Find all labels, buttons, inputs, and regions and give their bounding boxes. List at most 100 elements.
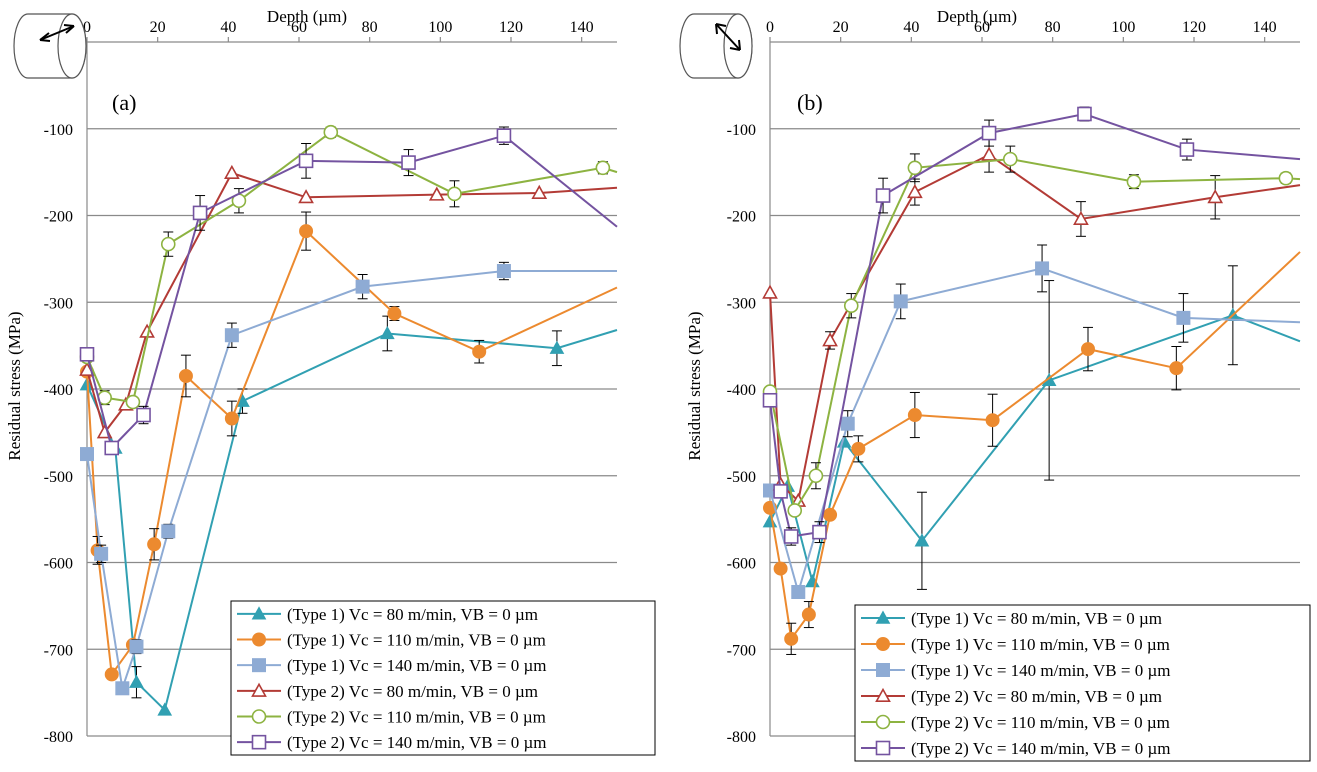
a-legend-label-2: (Type 1) Vc = 110 m/min, VB = 0 µm	[287, 631, 546, 650]
a-legend-box	[230, 600, 656, 756]
a-series-1-line	[86, 329, 618, 712]
b-y-tick-label: -500	[727, 469, 756, 486]
b-series-5-point	[843, 298, 859, 314]
a-legend-label-6: (Type 2) Vc = 140 m/min, VB = 0 µm	[287, 733, 546, 752]
b-series-4-point	[981, 146, 997, 161]
b-legend-label-2: (Type 1) Vc = 110 m/min, VB = 0 µm	[911, 635, 1170, 654]
b-series-5-line	[769, 158, 1301, 514]
a-series-3-point	[129, 639, 144, 654]
a-y-axis-title: Residual stress (MPa)	[5, 311, 24, 460]
a-series-2-point	[299, 224, 314, 239]
b-series-5-point	[1002, 151, 1018, 167]
b-series-4-point	[1073, 210, 1089, 225]
a-legend-marker-3	[252, 658, 266, 673]
a-series-3-point	[496, 264, 511, 279]
a-y-tick-label: -200	[44, 209, 73, 226]
b-series-4-point	[907, 183, 923, 199]
a-series-2-point	[178, 368, 193, 383]
b-series-6-point	[783, 529, 799, 544]
b-legend: (Type 1) Vc = 80 m/min, VB = 0 µm (Type 1…	[854, 604, 1311, 762]
a-y-tick-label: -600	[44, 556, 73, 573]
b-series-5-point	[907, 160, 923, 176]
a-series-4-point	[298, 189, 314, 204]
b-series-5	[762, 145, 1301, 518]
a-x-tick-label: 40	[220, 19, 236, 36]
b-x-tick-label: 20	[833, 19, 849, 36]
a-series-2-point	[104, 667, 119, 682]
a-series-3-point	[161, 524, 176, 539]
b-series-2-point	[1169, 361, 1184, 376]
b-series-2-point	[985, 413, 1000, 428]
b-series-4-point	[762, 284, 778, 299]
a-series-5	[79, 124, 618, 410]
b-series-1-point	[762, 514, 778, 528]
b-y-tick-label: -200	[727, 209, 756, 226]
b-y-tick-label: -100	[727, 122, 756, 139]
b-series-6-point	[762, 392, 778, 408]
b-y-tick-label: -700	[727, 642, 756, 659]
b-series-2-point	[823, 507, 838, 522]
b-legend-label-1: (Type 1) Vc = 80 m/min, VB = 0 µm	[911, 609, 1162, 628]
b-series-6-point	[1179, 142, 1195, 157]
a-series-3-point	[115, 681, 130, 696]
b-series-5-point	[808, 468, 824, 484]
a-x-tick-label: 0	[83, 19, 91, 36]
a-plot-area: -100 -200 -300 -400 -500 -600 -700 -800 0 20 40 60 8…	[44, 19, 618, 746]
a-series-1-point	[549, 340, 565, 354]
b-series-2-point	[773, 561, 788, 576]
b-series-6-point	[812, 524, 827, 540]
b-series-2-point	[784, 631, 799, 646]
b-x-tick-label: 80	[1045, 19, 1061, 36]
a-x-tick-label: 100	[428, 19, 452, 36]
b-series-1-point	[914, 533, 930, 547]
b-legend-box	[854, 604, 1311, 762]
b-series-4	[762, 136, 1301, 507]
panel-b: -100 -200 -300 -400 -500 -600 -700 -800 0 20 40 60 8…	[679, 7, 1311, 762]
b-series-5-point	[787, 503, 803, 518]
a-legend-marker-2	[252, 632, 266, 647]
a-series-3	[80, 261, 617, 696]
a-series-3-point	[224, 328, 239, 343]
b-series-4-point	[822, 332, 838, 347]
b-legend-marker-2	[876, 637, 890, 651]
b-y-axis-title: Residual stress (MPa)	[685, 311, 704, 460]
a-series-2-point	[387, 306, 402, 321]
b-x-axis-title: Depth (µm)	[937, 7, 1017, 26]
a-series-5-line	[86, 131, 618, 404]
b-series-6-point	[981, 125, 997, 141]
a-y-tick-label: -300	[44, 295, 73, 312]
b-series-3	[763, 244, 1301, 599]
b-y-tick-label: -300	[727, 295, 756, 312]
b-x-tick-label: 40	[903, 19, 919, 36]
a-series-1-point	[379, 325, 395, 340]
a-legend-marker-6	[251, 734, 267, 750]
b-y-tick-label: -600	[727, 556, 756, 573]
a-series-5-point	[160, 236, 176, 252]
a-series-3-point	[80, 447, 94, 462]
b-legend-marker-4	[875, 687, 891, 703]
panel-a: -100 -200 -300 -400 -500 -600 -700 -800 0 20 40 60 8…	[5, 7, 656, 756]
b-series-3-point	[840, 416, 855, 431]
a-series-1-point	[129, 674, 144, 688]
b-legend-marker-6	[875, 740, 891, 756]
b-legend-marker-1	[875, 610, 891, 624]
a-y-tick-label: -800	[44, 729, 73, 746]
b-series-5-point	[1278, 170, 1294, 186]
a-series-5-point	[595, 160, 611, 176]
b-legend-label-5: (Type 2) Vc = 110 m/min, VB = 0 µm	[911, 713, 1170, 732]
a-series-2-point	[472, 344, 487, 359]
b-x-tick-label: 0	[766, 19, 774, 36]
a-y-tick-label: -100	[44, 122, 73, 139]
b-x-tick-label: 140	[1253, 19, 1277, 36]
b-legend-marker-5	[875, 714, 891, 730]
b-series-3-point	[1176, 310, 1191, 325]
a-series-4-point	[428, 186, 445, 201]
b-y-tick-label: -400	[727, 382, 756, 399]
a-x-tick-label: 140	[570, 19, 594, 36]
a-series-2-point	[147, 537, 162, 552]
a-series-6-point	[104, 440, 120, 456]
b-series-4-point	[1207, 189, 1224, 204]
b-series-2-point	[1081, 342, 1095, 357]
